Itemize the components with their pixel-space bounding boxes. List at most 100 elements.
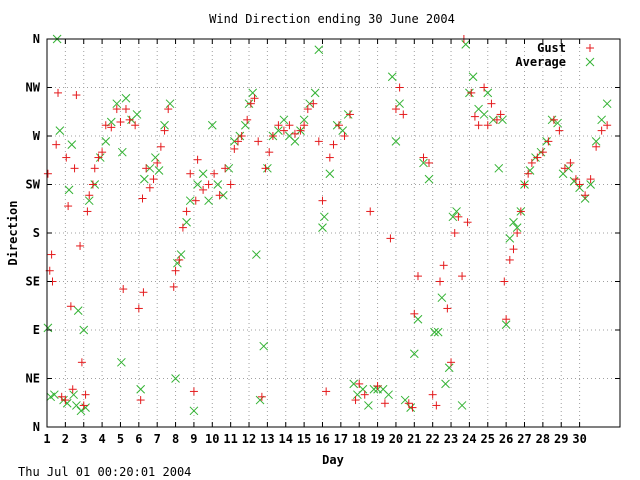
gust-point <box>149 175 158 184</box>
gust-point <box>142 164 151 173</box>
x-tick-label: 30 <box>572 432 586 446</box>
legend-average-symbol <box>585 57 595 67</box>
gust-point <box>586 175 595 184</box>
grid-lines <box>47 39 620 427</box>
gust-point <box>450 229 459 237</box>
average-point <box>189 406 199 416</box>
gust-point <box>555 126 564 135</box>
gust-point <box>76 241 85 250</box>
gust-point <box>538 148 547 157</box>
gust-point <box>544 137 553 146</box>
gust-point <box>261 164 270 173</box>
footer-timestamp: Thu Jul 01 00:20:01 2004 <box>18 465 191 479</box>
average-point <box>468 72 478 82</box>
gust-point <box>164 105 173 114</box>
gust-point <box>193 155 202 164</box>
gust-point <box>189 387 198 396</box>
plot-area-border <box>46 38 621 428</box>
gust-point <box>443 304 452 313</box>
gust-point <box>125 115 134 124</box>
average-point <box>314 45 324 55</box>
average-point <box>509 217 518 227</box>
x-tick-label: 25 <box>481 432 495 446</box>
average-point <box>525 166 535 175</box>
x-tick-label: 15 <box>297 432 311 446</box>
gust-point <box>279 126 288 135</box>
gust-point <box>380 399 389 408</box>
average-point <box>444 363 454 373</box>
gust-point <box>107 123 116 132</box>
average-point <box>139 174 149 184</box>
average-point <box>121 93 131 103</box>
gust-point <box>355 379 364 388</box>
x-tick-label: 26 <box>499 432 513 446</box>
gust-point <box>470 112 479 121</box>
legend: Gust Average <box>515 41 595 69</box>
gust-point <box>254 137 263 146</box>
average-point <box>364 401 373 410</box>
gust-point <box>221 164 230 173</box>
x-tick-label: 12 <box>242 432 256 446</box>
gust-point <box>386 234 395 243</box>
gust-point <box>182 207 191 216</box>
average-point <box>395 99 404 109</box>
gust-point <box>309 99 318 108</box>
average-point <box>325 169 335 179</box>
axis-ticks: 1 2 3 4 5 6 7 8 9 10 11 12 13 14 15 16 17 18 19 20 21 22 23 24 2… <box>26 32 620 446</box>
gust-point <box>581 191 590 200</box>
x-tick-label: 24 <box>462 432 476 446</box>
average-point <box>319 212 329 222</box>
legend-gust-symbol <box>586 44 594 52</box>
average-point <box>171 374 180 383</box>
average-point <box>173 258 182 268</box>
gust-point <box>257 392 266 401</box>
average-point <box>279 115 289 125</box>
gust-point <box>603 121 612 130</box>
average-point <box>106 117 116 127</box>
average-point <box>369 384 379 394</box>
gust-point <box>268 132 277 140</box>
gust-point <box>351 396 360 405</box>
gust-point <box>204 180 213 189</box>
gust-point <box>290 129 299 138</box>
gust-point <box>474 121 483 130</box>
gust-point <box>505 255 514 264</box>
gust-point <box>54 88 63 97</box>
gust-point <box>94 153 103 162</box>
average-point <box>461 40 471 49</box>
average-point <box>457 401 467 410</box>
gust-point <box>432 401 441 410</box>
average-point <box>430 327 439 337</box>
gust-point <box>61 396 70 405</box>
y-tick-label: SE <box>26 275 40 289</box>
average-point <box>494 163 504 173</box>
gust-point <box>70 164 79 173</box>
average-point <box>117 357 126 367</box>
gust-point <box>560 164 569 173</box>
gust-point <box>246 99 255 108</box>
gust-point <box>285 121 294 130</box>
y-tick-label: SW <box>26 178 41 192</box>
gust-point <box>314 137 323 146</box>
average-point <box>69 390 78 400</box>
average-point <box>248 88 258 98</box>
gust-point <box>160 126 169 135</box>
gust-point <box>408 403 417 412</box>
gust-point <box>68 385 77 394</box>
gust-point <box>566 158 575 167</box>
gust-point <box>112 105 121 114</box>
gust-point <box>373 382 382 391</box>
gust-point <box>496 110 505 119</box>
gust-point <box>428 390 437 399</box>
average-point <box>43 323 53 333</box>
gust-point <box>516 207 525 216</box>
average-point <box>207 120 217 130</box>
gust-point <box>171 266 180 275</box>
gust-point <box>62 153 71 162</box>
average-point <box>101 137 111 146</box>
y-tick-label: NW <box>26 81 41 95</box>
average-point <box>151 153 160 162</box>
average-point <box>391 137 401 146</box>
average-point <box>602 99 612 109</box>
average-point <box>424 174 434 184</box>
